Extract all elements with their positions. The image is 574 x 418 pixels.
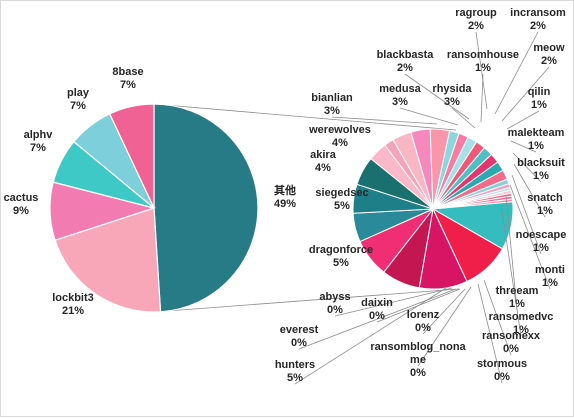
data-labels: 其他 49% lockbit3 21% cactus 9% alphv 7% play 7% 8ba… [4,7,567,384]
secondary-label-ransomexx: ransomexx 0% [482,330,541,355]
secondary-label-rhysida: rhysida 3% [432,83,472,108]
secondary-label-ransomedvc: ransomedvc 1% [489,311,554,336]
secondary-slice-ransomhouse [384,139,434,210]
leader-line-medusa [399,107,459,126]
secondary-label-dragonforce: dragonforce 5% [309,244,373,269]
main-pie [49,103,259,313]
secondary-label-lorenz: lorenz 0% [407,309,440,334]
secondary-label-siegedsec: siegedsec 5% [315,187,368,212]
leader-line-meow [501,66,550,122]
leader-line-malekteam [510,140,537,153]
leader-line-threeam [505,195,518,311]
leader-line-everest [298,288,457,350]
main-label-lockbit3: lockbit3 21% [52,292,94,317]
leader-line-blackbasta [404,73,470,120]
main-label-other: 其他 49% [274,183,296,210]
secondary-label-malekteam: malekteam 1% [508,127,565,152]
secondary-label-qilin: qilin 1% [528,86,551,111]
main-slice-8base [108,103,155,209]
secondary-label-blacksuit: blacksuit 1% [517,157,565,182]
main-label-alphv: alphv 7% [24,129,54,154]
secondary-label-ransomblog-noname: ransomblog_nona me 0% [370,341,466,379]
secondary-label-snatch: snatch 1% [527,192,563,217]
leader-line-rhysida [451,107,476,129]
leader-line-ragroup [475,31,488,110]
leader-line-abyss [334,287,453,317]
secondary-label-monti: monti 1% [535,264,565,289]
leader-line-ransomedvc [500,204,522,337]
leader-line-lorenz [422,288,466,335]
secondary-label-werewolves: werewolves 4% [308,124,371,149]
secondary-label-noescape: noescape 1% [516,229,567,254]
main-label-play: play 7% [67,87,90,112]
main-slice-lockbit3 [54,207,162,313]
leader-line-qilin [506,110,540,130]
secondary-label-blackbasta: blackbasta 2% [377,49,435,74]
leader-line-blacksuit [512,152,542,183]
secondary-pie [352,128,514,290]
leader-line-monti [509,184,551,290]
leader-lines [294,31,551,385]
main-label-cactus: cactus 9% [4,192,39,217]
secondary-label-abyss: abyss 0% [319,291,350,316]
secondary-label-threeam: threeam 1% [496,285,539,310]
leader-line-stormous [477,283,503,384]
secondary-label-medusa: medusa 3% [379,83,421,108]
secondary-label-hunters: hunters 5% [275,359,315,384]
connector-line-top [153,103,457,131]
secondary-label-everest: everest 0% [280,324,319,349]
secondary-label-stormous: stormous 0% [477,358,527,383]
leader-line-ransomblog-noname [417,286,472,367]
secondary-label-daixin: daixin 0% [361,297,393,322]
main-label-8base: 8base 7% [112,66,143,91]
leader-line-incransom [494,31,539,115]
secondary-label-ragroup: ragroup 2% [455,7,497,32]
secondary-label-ransomhouse: ransomhouse 1% [447,49,519,74]
main-slice-other [153,103,259,313]
secondary-label-meow: meow 2% [533,42,565,67]
connector-line-bottom [153,288,460,313]
leader-line-ransomhouse [480,73,484,123]
connector-lines [153,103,460,313]
secondary-label-akira: akira 4% [310,149,337,174]
secondary-label-bianlian: bianlian 3% [311,92,353,117]
leader-line-ransomexx [483,279,512,356]
secondary-label-incransom: incransom 2% [510,7,566,32]
leader-line-bianlian [331,116,438,125]
leader-line-snatch [513,163,546,218]
leader-line-noescape [511,174,542,255]
leader-line-hunters [294,287,447,385]
